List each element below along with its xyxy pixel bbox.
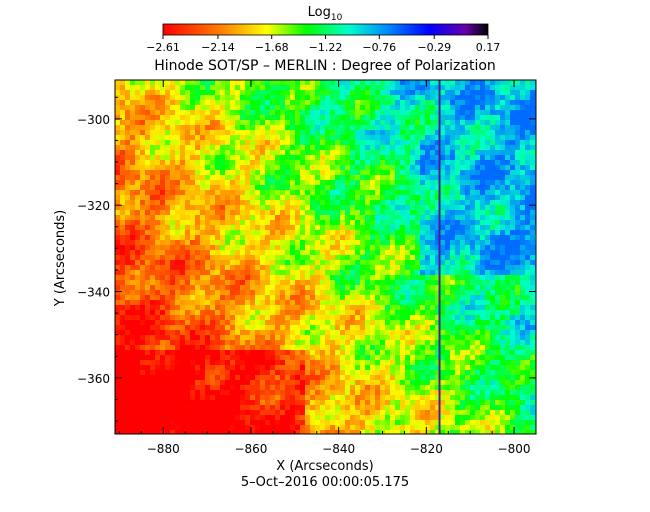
x-axis-label: X (Arcseconds): [276, 459, 373, 474]
y-tick-label: −360: [77, 372, 110, 386]
plot-frame: [114, 79, 537, 435]
x-axis: −880 −860 −840 −820 −800: [118, 80, 537, 456]
polarization-heatmap: [115, 80, 536, 434]
colorbar-ticks: −2.61 −2.14 −1.68 −1.22 −0.76 −0.29 0.17: [146, 35, 500, 54]
x-tick-label: −880: [147, 442, 180, 456]
colorbar-tick-label: −0.29: [417, 41, 451, 54]
y-tick-label: −340: [77, 286, 110, 300]
colorbar-tick-label: −1.68: [255, 41, 289, 54]
x-tick-label: −860: [234, 442, 267, 456]
x-tick-label: −800: [498, 442, 531, 456]
colorbar-title: Log10: [308, 5, 343, 23]
y-tick-label: −300: [77, 113, 110, 127]
chart-title: Hinode SOT/SP – MERLIN : Degree of Polar…: [154, 58, 496, 74]
x-tick-label: −820: [410, 442, 443, 456]
y-tick-label: −320: [77, 199, 110, 213]
y-axis: −300 −320 −340 −360: [77, 96, 536, 422]
colorbar: [162, 23, 489, 36]
date-footer: 5–Oct–2016 00:00:05.175: [241, 475, 409, 490]
y-axis-label: Y (Arcseconds): [53, 210, 68, 307]
x-tick-label: −840: [322, 442, 355, 456]
colorbar-tick-label: −0.76: [362, 41, 396, 54]
colorbar-tick-label: 0.17: [476, 41, 501, 54]
colorbar-tick-label: −2.61: [146, 41, 180, 54]
colorbar-tick-label: −1.22: [309, 41, 343, 54]
colorbar-tick-label: −2.14: [201, 41, 235, 54]
